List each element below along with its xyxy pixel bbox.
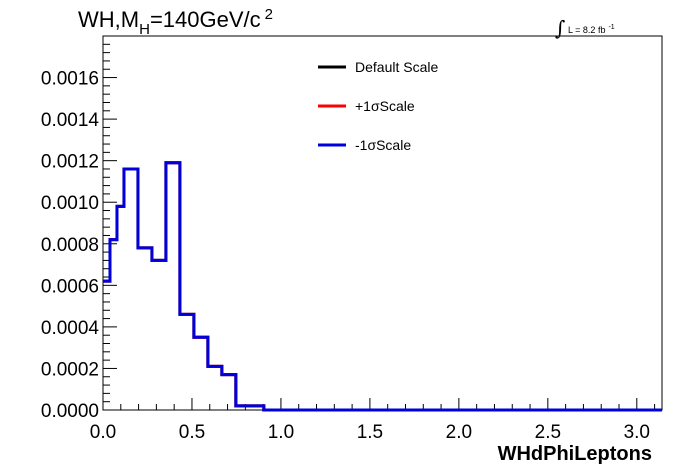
y-axis: 0.0000 0.0002 0.0004 0.0006 0.0008 0.0010 0.00… (41, 35, 117, 422)
legend: Default Scale +1σScale -1σScale (318, 59, 438, 153)
x-axis: 0.0 0.5 1.0 1.5 2.0 2.5 3.0 (90, 398, 656, 443)
y-tick-label: 0.0006 (41, 276, 99, 297)
lumi-integral-sign: ∫ (555, 16, 565, 40)
y-tick-label: 0.0002 (41, 359, 99, 380)
x-tick-label: 3.0 (624, 422, 650, 443)
legend-entry-label: +1σScale (355, 98, 415, 114)
x-axis-label: WHdPhiLeptons (498, 443, 652, 465)
x-tick-label: 2.5 (535, 422, 561, 443)
series-line--1-scale (103, 161, 662, 412)
legend-entry-label: -1σScale (355, 137, 411, 153)
x-tick-label: 2.0 (446, 422, 472, 443)
x-tick-label: 0.5 (179, 422, 205, 443)
y-tick-label: 0.0008 (41, 235, 99, 256)
y-tick-label: 0.0000 (41, 401, 99, 422)
y-tick-label: 0.0010 (41, 193, 99, 214)
chart-title: WH,MH=140GeV/c 2 (78, 6, 273, 38)
series-layer (103, 161, 662, 412)
legend-entry-label: Default Scale (355, 59, 438, 75)
y-tick-label: 0.0012 (41, 152, 99, 173)
x-tick-label: 0.0 (90, 422, 116, 443)
x-tick-label: 1.5 (357, 422, 383, 443)
x-tick-label: 1.0 (268, 422, 294, 443)
y-tick-label: 0.0016 (41, 69, 99, 90)
y-tick-label: 0.0004 (41, 318, 100, 339)
lumi-label: L = 8.2 fb -1 (568, 24, 615, 35)
y-tick-label: 0.0014 (41, 110, 100, 131)
